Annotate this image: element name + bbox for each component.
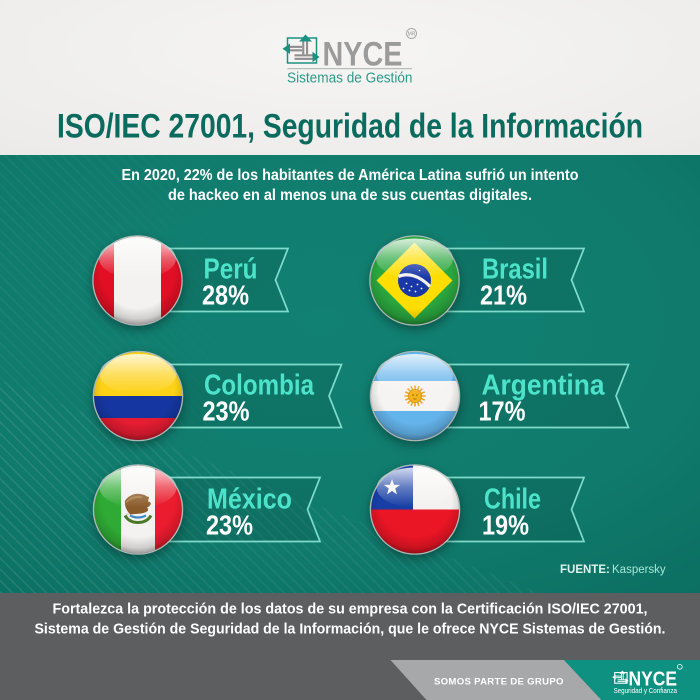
svg-text:Brasil: Brasil <box>482 254 548 286</box>
svg-text:23%: 23% <box>206 510 253 541</box>
svg-text:Seguridad y Confianza: Seguridad y Confianza <box>614 688 678 695</box>
svg-text:En 2020, 22% de los habitantes: En 2020, 22% de los habitantes de Améric… <box>122 167 579 184</box>
svg-text:de hackeo en al menos una de s: de hackeo en al menos una de sus cuentas… <box>168 187 532 204</box>
svg-text:FUENTE:: FUENTE: <box>560 564 610 576</box>
svg-text:Kaspersky: Kaspersky <box>612 564 666 576</box>
svg-text:México: México <box>207 484 292 516</box>
svg-text:Fortalezca la protección de lo: Fortalezca la protección de los datos de… <box>53 602 648 618</box>
svg-text:Colombia: Colombia <box>204 370 315 402</box>
svg-text:19%: 19% <box>482 510 529 541</box>
svg-text:ISO/IEC 27001, Seguridad de la: ISO/IEC 27001, Seguridad de la Informaci… <box>57 108 643 146</box>
svg-text:MR: MR <box>408 32 416 38</box>
svg-text:Perú: Perú <box>204 254 258 286</box>
svg-text:23%: 23% <box>203 396 250 427</box>
svg-text:Chile: Chile <box>484 484 541 516</box>
svg-text:NYCE: NYCE <box>323 36 403 74</box>
svg-text:NYCE: NYCE <box>629 669 678 691</box>
svg-text:Sistema de Gestión de Segurida: Sistema de Gestión de Seguridad de la In… <box>35 622 666 638</box>
svg-text:Argentina: Argentina <box>482 370 606 402</box>
svg-text:28%: 28% <box>202 280 249 311</box>
svg-text:21%: 21% <box>480 280 527 311</box>
svg-text:Sistemas de Gestión: Sistemas de Gestión <box>287 70 413 87</box>
svg-text:17%: 17% <box>479 396 526 427</box>
svg-text:SOMOS PARTE DE GRUPO: SOMOS PARTE DE GRUPO <box>434 676 564 687</box>
